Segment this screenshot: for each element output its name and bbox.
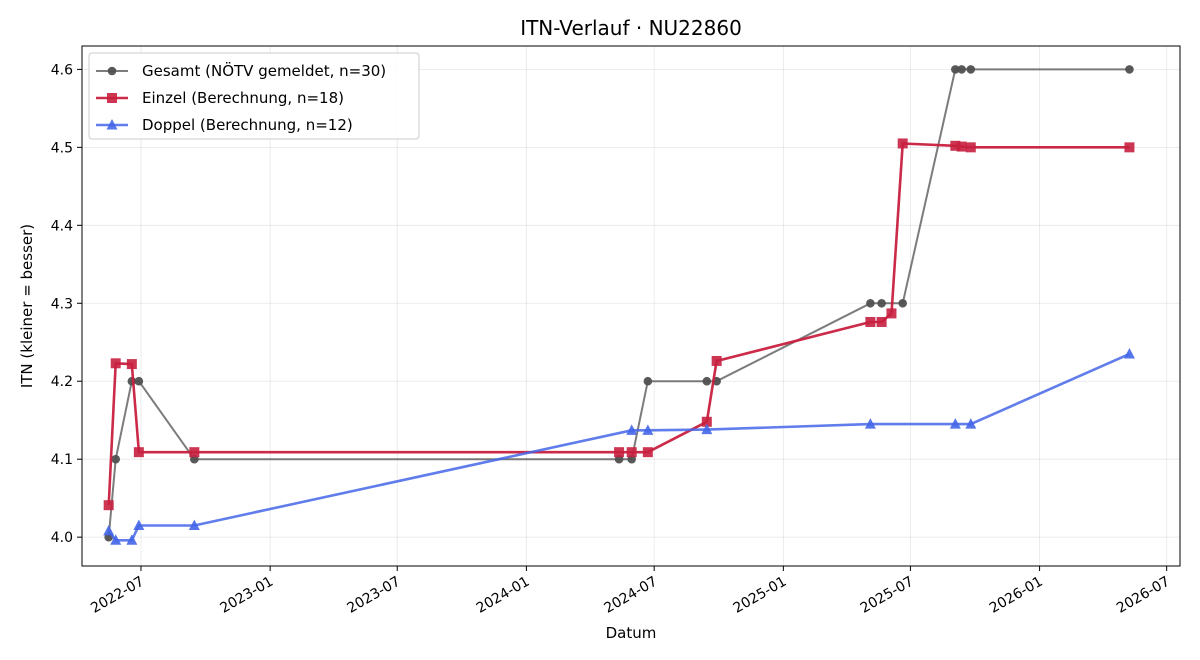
y-tick-label: 4.5 (51, 140, 73, 156)
data-point (965, 142, 976, 153)
data-point (103, 524, 115, 536)
data-point (951, 65, 960, 74)
series-triangle (103, 347, 1135, 545)
data-point (865, 316, 876, 327)
chart-title: ITN-Verlauf · NU22860 (520, 16, 742, 40)
x-tick-label: 2025-07 (858, 574, 917, 617)
x-tick-label: 2022-07 (88, 574, 147, 617)
legend-item: Gesamt (NÖTV gemeldet, n=30) (96, 61, 386, 80)
plot-frame (81, 45, 1181, 567)
data-point (626, 447, 637, 458)
data-point (126, 359, 137, 370)
legend-item: Doppel (Berechnung, n=12) (96, 116, 353, 134)
data-point (949, 418, 961, 429)
y-tick-label: 4.0 (51, 530, 73, 546)
data-point (189, 447, 200, 458)
x-tick-label: 2025-01 (731, 574, 790, 617)
data-point (965, 418, 977, 429)
legend-label: Einzel (Berechnung, n=18) (142, 89, 344, 107)
data-point (133, 519, 145, 530)
data-point (966, 65, 976, 74)
data-point (103, 500, 114, 511)
y-tick-label: 4.1 (51, 452, 73, 468)
x-tick-label: 2023-07 (345, 574, 404, 617)
data-point (110, 534, 122, 545)
data-point (642, 424, 654, 435)
legend-label: Gesamt (NÖTV gemeldet, n=30) (142, 61, 386, 80)
data-point (898, 298, 907, 308)
data-point (701, 423, 713, 435)
data-point (701, 416, 712, 427)
legend-marker (107, 93, 117, 103)
data-point (626, 424, 638, 435)
data-point (866, 298, 875, 308)
data-point (110, 358, 121, 369)
data-point (642, 447, 653, 458)
legend-marker (107, 66, 117, 76)
legend: Gesamt (NÖTV gemeldet, n=30) Einzel (Bere… (88, 52, 420, 140)
data-point (1125, 65, 1134, 74)
data-point (134, 376, 144, 386)
data-point (877, 298, 886, 308)
data-point (614, 447, 625, 458)
x-tick-label: 2024-01 (474, 574, 533, 617)
y-tick-label: 4.4 (51, 218, 73, 234)
series-line (107, 352, 1131, 542)
x-axis-label: Datum (606, 624, 657, 642)
data-point (956, 141, 967, 152)
x-axis: 2022-07 2023-01 2023-07 2024-01 2024-07 2025-… (88, 566, 1173, 617)
y-tick-label: 4.6 (51, 62, 73, 78)
data-point (886, 308, 897, 319)
data-point (1123, 347, 1135, 359)
x-tick-label: 2026-01 (987, 574, 1046, 617)
series-square (103, 138, 1135, 511)
legend-label: Doppel (Berechnung, n=12) (142, 116, 353, 134)
data-point (133, 447, 144, 458)
data-point (111, 454, 120, 464)
legend-marker (106, 119, 118, 130)
data-point (126, 534, 138, 545)
data-point (897, 138, 908, 149)
data-point (876, 316, 887, 327)
plot-series (103, 65, 1135, 545)
data-point (1124, 142, 1135, 153)
data-point (188, 519, 200, 530)
x-tick-label: 2024-07 (602, 574, 661, 617)
y-axis: 4.0 4.1 4.2 4.3 4.4 4.5 4.6 (51, 62, 82, 546)
legend-box (88, 52, 420, 140)
y-tick-label: 4.2 (51, 374, 73, 390)
data-point (950, 140, 961, 151)
data-point (702, 376, 712, 386)
data-point (643, 376, 653, 386)
x-tick-label: 2023-01 (217, 574, 276, 617)
x-tick-label: 2026-07 (1114, 574, 1173, 617)
y-tick-label: 4.3 (51, 296, 73, 312)
y-axis-label: ITN (kleiner = besser) (18, 224, 36, 388)
data-point (957, 65, 966, 74)
legend-item: Einzel (Berechnung, n=18) (96, 89, 344, 107)
data-point (711, 355, 722, 366)
data-point (864, 418, 876, 429)
